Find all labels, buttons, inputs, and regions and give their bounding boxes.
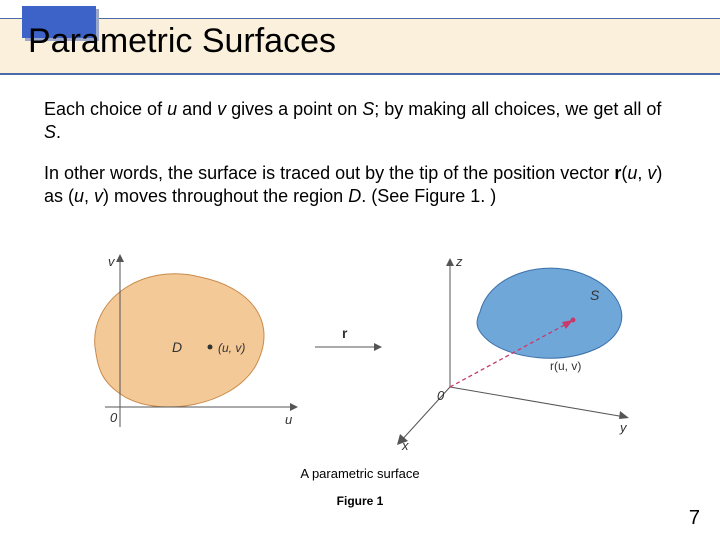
text: In other words, the surface is traced ou…	[44, 163, 614, 183]
right-diagram: 0 z y x S r(u, v)	[397, 254, 629, 452]
y-arrowhead	[619, 411, 629, 419]
text: gives a point on	[226, 99, 362, 119]
z-label: z	[455, 254, 463, 269]
page-title: Parametric Surfaces	[28, 22, 336, 61]
text: and	[177, 99, 217, 119]
figure-1: 0 u v D (u, v) r 0 z y x S r(u, v)	[80, 252, 640, 452]
D-label: D	[172, 339, 182, 355]
uv-label: (u, v)	[218, 341, 245, 355]
y-label: y	[619, 420, 628, 435]
v-label: v	[108, 254, 116, 269]
var-S: S	[44, 122, 56, 142]
u-label: u	[285, 412, 292, 427]
var-u: u	[627, 163, 637, 183]
y-axis	[450, 387, 625, 417]
text: ) moves throughout the region	[103, 186, 348, 206]
u-arrowhead	[290, 403, 298, 411]
var-v: v	[217, 99, 226, 119]
text: Each choice of	[44, 99, 167, 119]
figure-caption: A parametric surface	[0, 466, 720, 481]
origin-label: 0	[110, 410, 118, 425]
var-u: u	[167, 99, 177, 119]
text: .	[56, 122, 61, 142]
var-D: D	[348, 186, 361, 206]
surface-point	[571, 318, 576, 323]
var-S: S	[362, 99, 374, 119]
x-label: x	[401, 438, 409, 452]
paragraph-2: In other words, the surface is traced ou…	[44, 162, 676, 209]
text: ,	[84, 186, 94, 206]
text: ; by making all choices, we get all of	[374, 99, 661, 119]
surface-S	[477, 268, 622, 358]
origin-label: 0	[437, 388, 445, 403]
var-u: u	[74, 186, 84, 206]
var-v: v	[647, 163, 656, 183]
page-number: 7	[689, 507, 700, 530]
mapping-arrow: r	[315, 325, 382, 351]
text: ,	[637, 163, 647, 183]
paragraph-1: Each choice of u and v gives a point on …	[44, 98, 676, 145]
text: . (See Figure 1. )	[361, 186, 496, 206]
r-label: r	[342, 325, 348, 341]
v-arrowhead	[116, 254, 124, 262]
vector-label: r(u, v)	[550, 359, 581, 373]
var-v: v	[94, 186, 103, 206]
z-arrowhead	[446, 258, 454, 266]
uv-point	[208, 345, 213, 350]
figure-number: Figure 1	[0, 494, 720, 508]
left-diagram: 0 u v D (u, v)	[95, 254, 298, 427]
S-label: S	[590, 287, 600, 303]
